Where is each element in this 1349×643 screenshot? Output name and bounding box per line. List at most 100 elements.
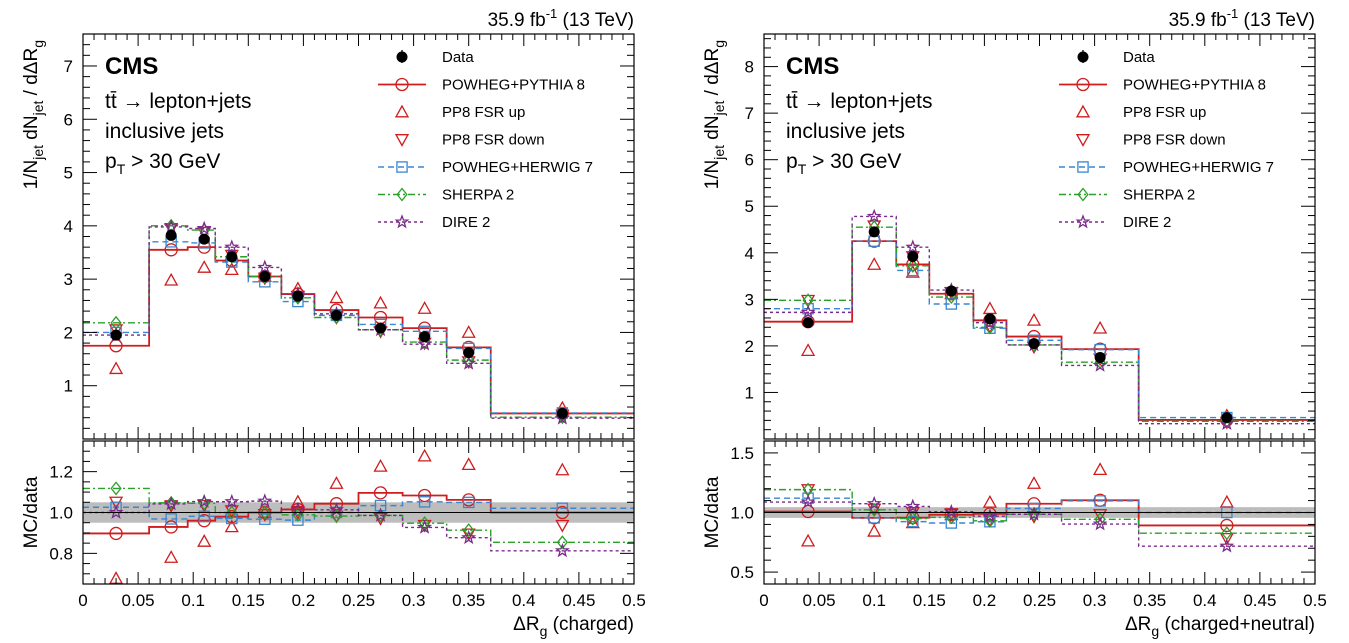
x-tick-label: 0.4	[1193, 591, 1217, 610]
legend-label-dire: DIRE 2	[1123, 214, 1171, 231]
fsr-down-marker	[1219, 532, 1234, 546]
pt-cut: > 30 GeV	[125, 150, 220, 173]
fsr-down-marker	[905, 507, 920, 520]
x-axis-subscript: g	[1151, 623, 1159, 639]
series-dire	[764, 208, 1315, 553]
pt-cut: > 30 GeV	[806, 150, 901, 173]
series-herwig	[83, 236, 634, 526]
x-tick-label: 0.5	[1303, 591, 1327, 610]
y-tick-label: 1	[64, 377, 73, 396]
pt-subscript: T	[117, 161, 126, 177]
fsr-up-marker	[1093, 320, 1108, 334]
x-tick-label: 0.05	[803, 591, 836, 610]
pp8-marker	[395, 77, 409, 92]
herwig-marker	[418, 496, 431, 508]
y-axis-label-top: 1/Njet dNjet / dΔRg	[702, 40, 727, 189]
cms-label: CMS	[105, 53, 158, 80]
fsr-up-marker	[982, 301, 998, 315]
pp8-marker	[373, 486, 388, 500]
legend-label-herwig: POWHEG+HERWIG 7	[442, 159, 593, 176]
legend-data-marker	[1077, 51, 1089, 63]
y-axis-text-mid: dN	[21, 115, 42, 145]
legend-label-sherpa: SHERPA 2	[1123, 187, 1195, 204]
fsr-down-marker	[108, 324, 124, 338]
series-line-pp8	[764, 240, 1315, 421]
x-axis-text: ΔR	[1125, 614, 1151, 635]
dire-marker	[554, 542, 570, 558]
legend-label-dire: DIRE 2	[442, 214, 490, 231]
fsr-up-marker	[461, 457, 476, 471]
fsr-up-marker	[1219, 494, 1234, 508]
x-axis-subscript: g	[540, 623, 548, 639]
fsr-up-marker	[373, 459, 388, 472]
ratio-line-herwig	[764, 497, 1315, 524]
x-tick-label: 0.35	[1133, 591, 1166, 610]
fsr-up-marker	[224, 262, 239, 275]
pp8-marker	[164, 520, 178, 534]
pt-subscript: T	[798, 161, 807, 177]
series-line-dire	[764, 215, 1315, 425]
fsr-down-marker	[555, 519, 570, 533]
fsr-up-marker	[329, 476, 344, 489]
pp8-marker	[197, 514, 211, 528]
dire-marker	[163, 495, 179, 511]
x-axis-text: ΔR	[513, 614, 539, 635]
y-tick-label: 2	[745, 337, 754, 356]
x-tick-label: 0.3	[402, 591, 426, 610]
data-point	[463, 347, 475, 359]
herwig-marker	[802, 302, 814, 315]
dire-marker	[905, 498, 921, 513]
x-axis-label: ΔRg (charged+neutral)	[1125, 614, 1315, 639]
y-tick-label: 6	[745, 151, 754, 170]
dire-marker	[866, 495, 882, 510]
series-fsr_down	[108, 223, 570, 542]
data-points	[110, 229, 568, 419]
fsr-up-marker	[108, 361, 124, 375]
fsr-up-marker	[867, 257, 882, 270]
sherpa-marker	[165, 495, 177, 510]
process-label: tt̄ → lepton+jets	[786, 90, 933, 113]
data-point	[907, 251, 919, 263]
dire-marker	[1075, 214, 1091, 229]
pp8-marker	[109, 526, 123, 541]
x-tick-label: 0.45	[562, 591, 595, 610]
fsr-up-marker	[164, 272, 179, 286]
jet-label: inclusive jets	[786, 120, 905, 143]
lumi-energy: (13 TeV)	[557, 10, 634, 31]
fsr-up-marker	[417, 448, 432, 462]
lumi-text: 35.9 fb	[488, 10, 546, 31]
sherpa-marker	[556, 535, 569, 550]
x-tick-label: 0.15	[232, 591, 265, 610]
series-line-sherpa	[83, 225, 634, 418]
series-line-herwig	[83, 241, 634, 414]
dire-marker	[224, 493, 240, 509]
dire-marker	[1219, 415, 1235, 430]
pt-cut-label: pT > 30 GeV	[105, 150, 220, 177]
sherpa-marker	[463, 523, 475, 538]
x-tick-label: 0.1	[862, 591, 886, 610]
dire-marker	[196, 493, 212, 509]
y-axis-subscript: jet	[711, 145, 727, 161]
y-tick-label: 7	[745, 104, 754, 123]
pp8-marker	[1220, 518, 1234, 533]
y-tick-label: 2	[64, 323, 73, 342]
legend-data-marker	[396, 51, 408, 63]
dire-marker	[196, 220, 212, 235]
x-tick-label: 0.25	[1023, 591, 1056, 610]
legend-label-fsr_up: PP8 FSR up	[442, 104, 525, 121]
data-points	[802, 226, 1233, 424]
x-tick-label: 0.15	[913, 591, 946, 610]
legend: Data POWHEG+PYTHIA 8 PP8 FSR up PP8 FSR dow…	[378, 49, 593, 231]
pp8-marker	[164, 243, 178, 257]
data-point	[259, 270, 271, 282]
data-point	[330, 309, 342, 321]
legend-label-data: Data	[442, 49, 474, 66]
y-ticks-ratio: 0.5 1.0 1.5	[730, 440, 1315, 585]
dire-marker	[1092, 357, 1108, 372]
series-pp8	[83, 240, 634, 541]
series-fsr_up	[800, 257, 1234, 547]
herwig-marker	[226, 512, 238, 525]
series-sherpa	[764, 220, 1315, 541]
series-fsr_down	[800, 220, 1234, 546]
herwig-marker	[1077, 161, 1089, 173]
